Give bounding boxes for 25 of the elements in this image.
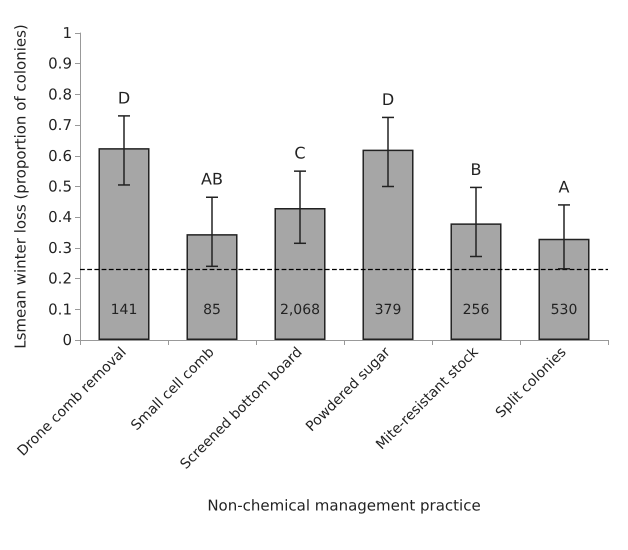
annotation: C (294, 144, 306, 163)
annotation: 256 (462, 302, 490, 318)
y-tick-label: 0.5 (48, 178, 72, 196)
y-tick-label: 0.8 (48, 85, 72, 104)
y-tick-label: 1 (62, 24, 72, 42)
y-tick-label: 0.3 (48, 238, 72, 257)
annotation: 141 (110, 302, 138, 318)
annotation: 379 (374, 302, 402, 318)
y-tick-label: 0.2 (48, 270, 72, 288)
y-tick-label: 0.6 (48, 146, 72, 165)
annotation: 2,068 (280, 302, 320, 318)
annotation: 85 (203, 302, 221, 318)
y-tick-label: 0 (62, 331, 72, 349)
y-tick-label: 0.7 (48, 116, 72, 134)
annotation: D (118, 88, 130, 108)
x-axis-title: Non-chemical management practice (207, 496, 481, 514)
y-tick-label: 0.1 (48, 300, 72, 318)
annotation: B (470, 160, 482, 179)
annotation: A (558, 177, 570, 196)
annotation: D (382, 90, 394, 109)
y-tick-label: 0.9 (48, 54, 72, 73)
y-tick-label: 0.4 (48, 208, 72, 226)
annotation: 530 (550, 302, 578, 318)
annotation: AB (201, 170, 223, 189)
y-axis-title: Lsmean winter loss (proportion of colonies) (12, 24, 30, 349)
